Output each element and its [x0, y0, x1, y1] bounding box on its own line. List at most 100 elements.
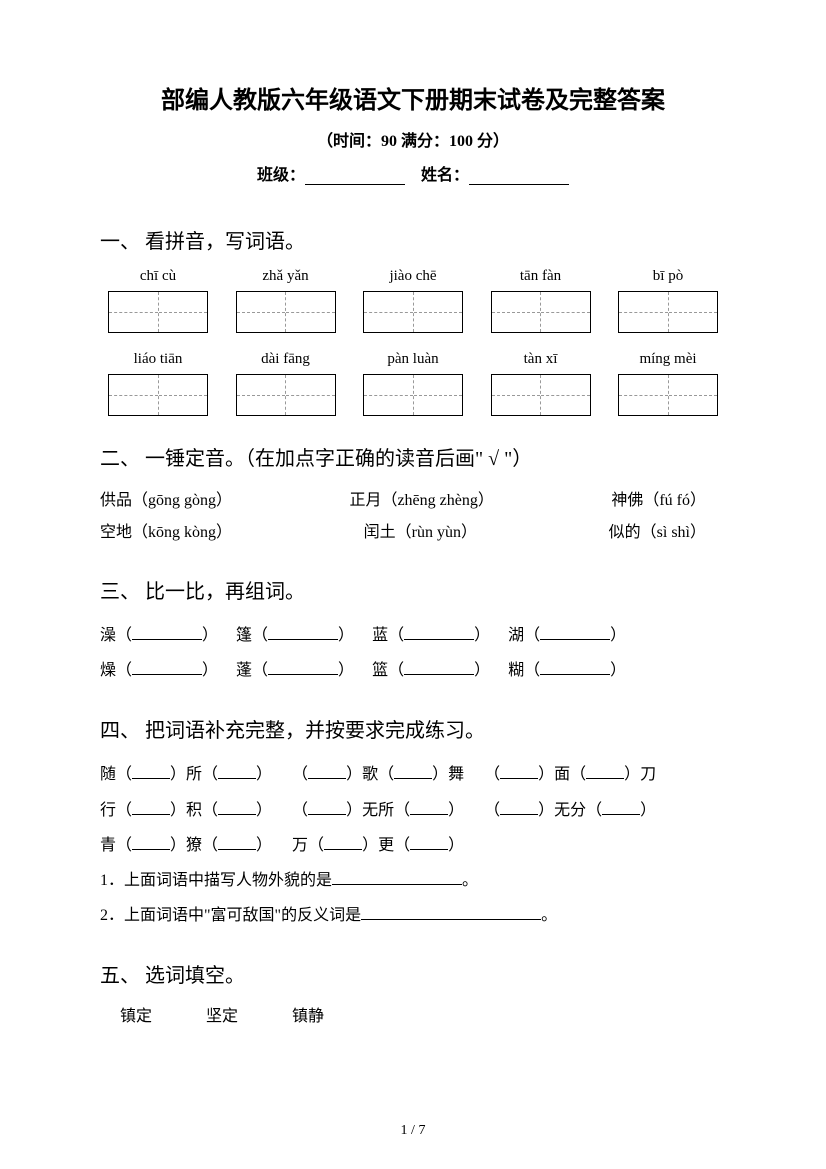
answer-blank[interactable]: [540, 624, 610, 640]
class-blank[interactable]: [305, 167, 405, 185]
pinyin-label: jiào chē: [363, 268, 463, 285]
student-info-line: 班级： 姓名：: [100, 161, 726, 185]
answer-box[interactable]: [108, 291, 208, 333]
q2-item: 空地（kōng kòng）: [100, 517, 232, 549]
pinyin-label: tān fàn: [491, 268, 591, 285]
q5-word: 镇静: [292, 1008, 324, 1025]
q4-row: 行（）积（） （）无所（） （）无分（）: [100, 793, 726, 828]
section-5-heading: 五、 选词填空。: [100, 959, 726, 988]
q4-text: ）: [256, 766, 272, 783]
q4-text: ）歌（: [346, 766, 394, 783]
q4-text: 万（: [292, 837, 324, 854]
answer-blank[interactable]: [324, 834, 362, 850]
answer-blank[interactable]: [332, 869, 462, 885]
answer-box[interactable]: [618, 291, 718, 333]
answer-blank[interactable]: [602, 799, 640, 815]
q4-text: （: [292, 802, 308, 819]
q5-word: 镇定: [120, 1008, 152, 1025]
q3-char: 篮（: [372, 653, 404, 688]
pinyin-label: tàn xī: [491, 351, 591, 368]
q4-text: ）更（: [362, 837, 410, 854]
q4-text: ）无分（: [538, 802, 602, 819]
q2-item: 闰土（rùn yùn）: [364, 517, 477, 549]
answer-blank[interactable]: [586, 763, 624, 779]
q3-row: 燥（） 蓬（） 篮（） 糊（）: [100, 653, 726, 688]
pinyin-label: chī cù: [108, 268, 208, 285]
pinyin-label: zhǎ yǎn: [236, 268, 336, 285]
answer-box[interactable]: [236, 374, 336, 416]
section-2-heading: 二、 一锤定音。（在加点字正确的读音后画" √ "）: [100, 442, 726, 471]
answer-box[interactable]: [363, 291, 463, 333]
exam-meta: （时间：90 满分：100 分）: [100, 127, 726, 151]
answer-blank[interactable]: [268, 659, 338, 675]
answer-box[interactable]: [236, 291, 336, 333]
answer-blank[interactable]: [132, 799, 170, 815]
answer-box[interactable]: [363, 374, 463, 416]
answer-box[interactable]: [618, 374, 718, 416]
q3-char: 澡（: [100, 618, 132, 653]
answer-blank[interactable]: [218, 763, 256, 779]
answer-box[interactable]: [491, 291, 591, 333]
answer-blank[interactable]: [218, 834, 256, 850]
q4-text: ）舞: [432, 766, 464, 783]
q4-punct: 。: [541, 907, 557, 924]
answer-blank[interactable]: [410, 834, 448, 850]
q3-char: 蓝（: [372, 618, 404, 653]
answer-blank[interactable]: [132, 659, 202, 675]
q4-punct: 。: [462, 872, 478, 889]
q4-text: ）: [448, 802, 464, 819]
q4-text: ）面（: [538, 766, 586, 783]
q4-text: ）: [448, 837, 464, 854]
q4-text: ）獠（: [170, 837, 218, 854]
pinyin-label: liáo tiān: [108, 351, 208, 368]
q2-row: 供品（gōng gòng） 正月（zhēng zhèng） 神佛（fú fó）: [100, 485, 726, 517]
pinyin-row: chī cù zhǎ yǎn jiào chē tān fàn bī pò: [100, 268, 726, 285]
q4-text: 行（: [100, 802, 132, 819]
pinyin-label: pàn luàn: [363, 351, 463, 368]
q2-row: 空地（kōng kòng） 闰土（rùn yùn） 似的（sì shì）: [100, 517, 726, 549]
answer-blank[interactable]: [404, 659, 474, 675]
answer-blank[interactable]: [132, 834, 170, 850]
answer-blank[interactable]: [500, 799, 538, 815]
q4-text: ）: [256, 802, 272, 819]
q2-item: 神佛（fú fó）: [611, 485, 706, 517]
page-current: 1: [401, 1123, 408, 1138]
answer-blank[interactable]: [540, 659, 610, 675]
q4-text: 青（: [100, 837, 132, 854]
page-sep: /: [408, 1123, 419, 1138]
name-label: 姓名：: [421, 167, 469, 184]
answer-blank[interactable]: [268, 624, 338, 640]
answer-box-row: [100, 291, 726, 333]
class-label: 班级：: [257, 167, 305, 184]
answer-box[interactable]: [491, 374, 591, 416]
answer-blank[interactable]: [500, 763, 538, 779]
answer-blank[interactable]: [410, 799, 448, 815]
section-3-heading: 三、 比一比，再组词。: [100, 575, 726, 604]
answer-blank[interactable]: [308, 763, 346, 779]
q4-sub-text: 2．上面词语中"富可敌国"的反义词是: [100, 907, 361, 924]
pinyin-row: liáo tiān dài fāng pàn luàn tàn xī míng …: [100, 351, 726, 368]
pinyin-label: dài fāng: [236, 351, 336, 368]
q3-char: 湖（: [508, 618, 540, 653]
q2-item: 似的（sì shì）: [609, 517, 706, 549]
q2-item: 正月（zhēng zhèng）: [349, 485, 493, 517]
q4-text: ）无所（: [346, 802, 410, 819]
answer-blank[interactable]: [132, 763, 170, 779]
answer-blank[interactable]: [404, 624, 474, 640]
answer-box[interactable]: [108, 374, 208, 416]
answer-blank[interactable]: [132, 624, 202, 640]
q5-word: 坚定: [206, 1008, 238, 1025]
page-number: 1 / 7: [0, 1123, 826, 1139]
q4-sub1: 1．上面词语中描写人物外貌的是。: [100, 863, 726, 898]
answer-blank[interactable]: [308, 799, 346, 815]
section-1-heading: 一、 看拼音，写词语。: [100, 225, 726, 254]
answer-blank[interactable]: [394, 763, 432, 779]
answer-blank[interactable]: [361, 904, 541, 920]
q4-text: （: [484, 766, 500, 783]
answer-blank[interactable]: [218, 799, 256, 815]
q4-text: ）: [640, 802, 656, 819]
name-blank[interactable]: [469, 167, 569, 185]
section-4-heading: 四、 把词语补充完整，并按要求完成练习。: [100, 714, 726, 743]
q4-sub2: 2．上面词语中"富可敌国"的反义词是 。: [100, 898, 726, 933]
q4-text: （: [292, 766, 308, 783]
